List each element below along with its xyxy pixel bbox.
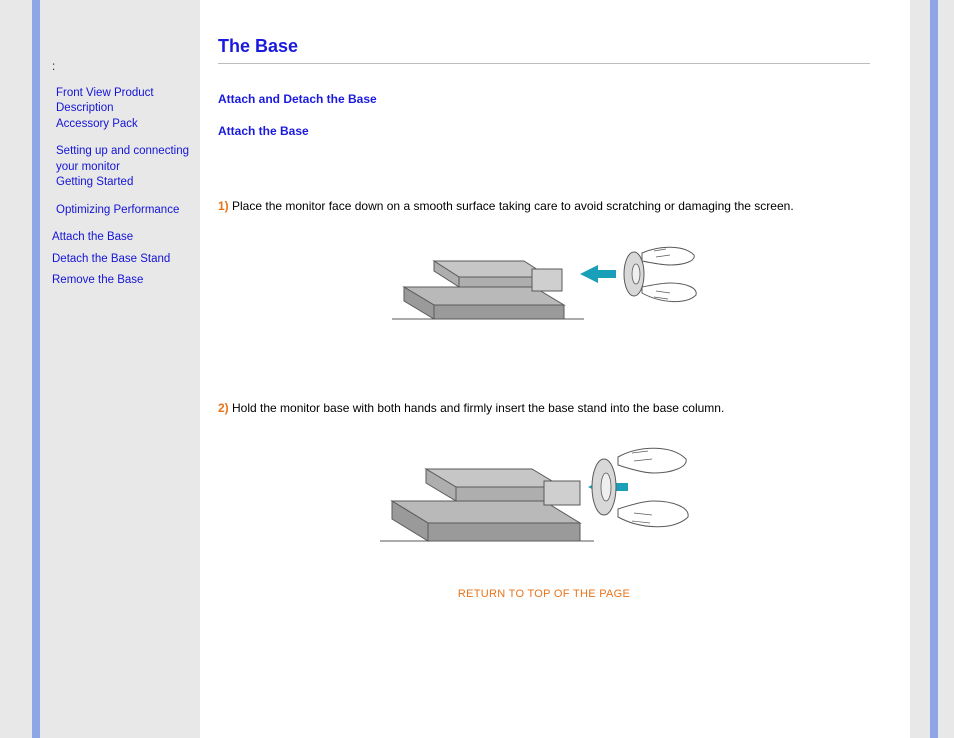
link-getting-started[interactable]: Getting Started [56, 175, 194, 191]
link-setup-connecting-1[interactable]: Setting up and connecting [56, 144, 194, 160]
left-stripe [32, 0, 40, 738]
link-accessory-pack[interactable]: Accessory Pack [56, 117, 194, 133]
sidebar-group-3: Optimizing Performance [56, 203, 194, 219]
step-2-text: Hold the monitor base with both hands an… [229, 401, 725, 415]
step-2: 2) Hold the monitor base with both hands… [218, 400, 870, 417]
sidebar-group-2: Setting up and connecting your monitor G… [56, 144, 194, 191]
link-remove-base[interactable]: Remove the Base [52, 273, 194, 289]
link-detach-base[interactable]: Detach the Base Stand [52, 252, 194, 268]
page-title: The Base [218, 36, 870, 57]
sidebar-nav: : Front View Product Description Accesso… [40, 0, 200, 738]
content-area: The Base Attach and Detach the Base Atta… [200, 0, 910, 738]
sidebar-colon: : [52, 60, 194, 76]
subheading: Attach and Detach the Base [218, 92, 870, 106]
link-setup-connecting-2[interactable]: your monitor [56, 160, 194, 176]
step-1-number: 1) [218, 199, 229, 213]
step-1: 1) Place the monitor face down on a smoo… [218, 198, 870, 215]
right-stripe [930, 0, 938, 738]
page-root: : Front View Product Description Accesso… [0, 0, 954, 738]
link-description[interactable]: Description [56, 101, 194, 117]
figure-1 [218, 227, 870, 340]
sidebar-group-4: Attach the Base Detach the Base Stand Re… [52, 230, 194, 289]
return-to-top-link[interactable]: RETURN TO TOP OF THE PAGE [218, 588, 870, 600]
figure-2 [218, 429, 870, 562]
link-attach-base[interactable]: Attach the Base [52, 230, 194, 246]
sidebar-group-1: Front View Product Description Accessory… [56, 86, 194, 133]
figure-2-svg [374, 429, 714, 559]
title-rule [218, 63, 870, 64]
figure-1-svg [384, 227, 704, 337]
section-heading: Attach the Base [218, 124, 870, 138]
step-2-number: 2) [218, 401, 229, 415]
link-front-view[interactable]: Front View Product [56, 86, 194, 102]
link-optimizing[interactable]: Optimizing Performance [56, 203, 194, 219]
step-1-text: Place the monitor face down on a smooth … [229, 199, 794, 213]
